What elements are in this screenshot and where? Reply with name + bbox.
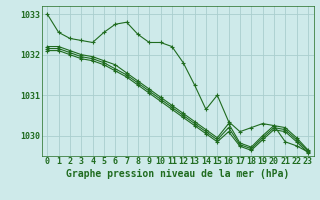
X-axis label: Graphe pression niveau de la mer (hPa): Graphe pression niveau de la mer (hPa) [66,169,289,179]
